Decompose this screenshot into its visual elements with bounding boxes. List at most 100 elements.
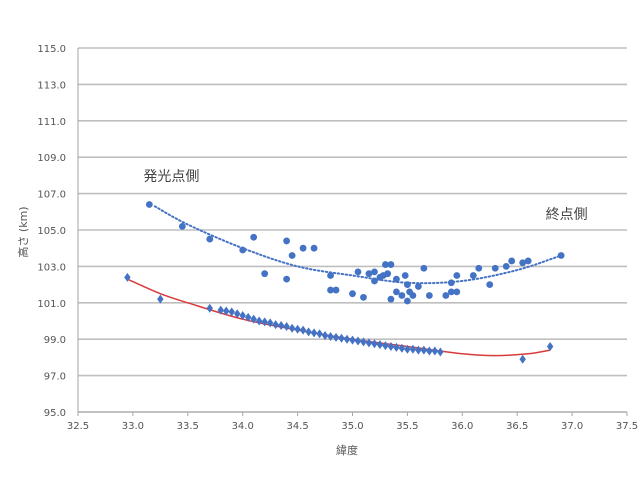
data-point-diamond [277,321,285,331]
data-point-diamond [546,341,554,351]
data-point-circle [401,272,409,279]
data-point-circle [486,281,494,288]
data-point-circle [393,288,400,296]
data-point-diamond [398,343,406,353]
data-point-circle [447,279,455,287]
data-point-circle [491,264,499,272]
trendlines [127,205,563,357]
tick-labels: 95.0 97.0 99.0 101.0 103.0 105.0 107.0 109.0 111… [37,44,638,432]
data-point-circle [404,297,411,305]
data-point-diamond [431,346,439,356]
data-point-diamond [288,323,296,333]
data-point-circle [519,259,527,267]
x-tick-label: 37.0 [561,421,583,432]
data-point-diamond [266,318,274,328]
data-point-circle [398,292,406,299]
data-point-circle [178,222,186,230]
data-point-circle [384,270,392,278]
y-tick-label: 101.0 [37,299,66,310]
data-point-circle [288,252,296,259]
y-axis-title: 高さ (km) [16,206,30,257]
axes [77,48,628,416]
data-point-diamond [437,347,444,357]
data-point-circle [425,292,433,299]
y-tick-label: 103.0 [37,262,66,273]
data-point-circle [420,264,428,272]
data-point-circle [283,275,291,283]
data-point-diamond [365,338,373,348]
data-point-circle [387,261,395,268]
data-point-circle [382,261,389,268]
data-point-circle [404,281,411,288]
data-point-circle [332,286,340,294]
x-tick-label: 35.0 [341,421,363,432]
x-tick-label: 35.5 [396,421,418,432]
data-point-circle [453,272,461,279]
data-point-diamond [360,337,367,347]
data-point-circle [409,292,417,299]
data-point-diamond [272,320,279,330]
data-point-circle [327,286,334,294]
gridlines [78,47,627,413]
data-point-diamond [420,345,428,355]
data-point-diamond [294,324,301,334]
data-point-diamond [519,354,526,364]
x-tick-label: 37.5 [616,421,638,432]
data-point-diamond [255,316,263,326]
data-point-diamond [261,317,268,327]
data-point-circle [447,288,455,296]
data-point-diamond [217,305,224,315]
y-tick-label: 111.0 [37,117,66,128]
data-point-diamond [234,309,241,319]
data-point-circle [502,263,510,270]
data-point-diamond [426,346,433,356]
x-tick-label: 36.5 [506,421,528,432]
data-point-circle [349,290,356,298]
x-tick-label: 34.0 [232,421,254,432]
y-tick-label: 107.0 [37,190,66,201]
data-point-circle [508,257,516,265]
data-point-circle [327,272,334,279]
data-point-circle [365,270,373,278]
data-point-circle [261,270,269,278]
x-tick-label: 33.0 [122,421,144,432]
data-point-diamond [239,311,246,321]
data-point-diamond [349,335,356,345]
data-point-circle [354,268,362,276]
data-point-diamond [283,321,290,331]
data-point-diamond [157,294,164,304]
data-point-circle [206,235,214,243]
y-tick-label: 99.0 [44,335,66,346]
data-point-circle [475,264,483,272]
data-point-diamond [382,341,389,351]
data-point-circle [469,272,477,279]
data-point-circle [557,252,565,259]
x-tick-label: 32.5 [67,421,89,432]
data-point-circle [145,201,153,208]
x-axis-title: 緯度 [336,443,358,457]
data-point-diamond [250,314,257,324]
data-point-diamond [206,303,213,313]
data-point-circle [524,257,532,265]
y-tick-label: 105.0 [37,226,66,237]
data-point-diamond [316,329,323,339]
y-tick-label: 113.0 [37,80,66,91]
data-point-circle [414,283,422,290]
data-point-circle [393,275,400,283]
trendline-series-1 [153,205,563,285]
data-point-circle [310,244,318,252]
data-point-diamond [387,341,395,351]
data-points [124,201,565,364]
data-point-diamond [343,334,351,344]
data-point-diamond [124,272,131,282]
data-point-diamond [228,307,235,317]
data-point-diamond [327,331,334,341]
data-point-circle [387,295,395,303]
x-tick-label: 36.0 [451,421,473,432]
data-point-diamond [299,325,307,335]
data-point-diamond [415,345,422,355]
data-point-circle [442,292,450,299]
data-point-diamond [321,331,329,341]
data-point-diamond [393,342,400,352]
